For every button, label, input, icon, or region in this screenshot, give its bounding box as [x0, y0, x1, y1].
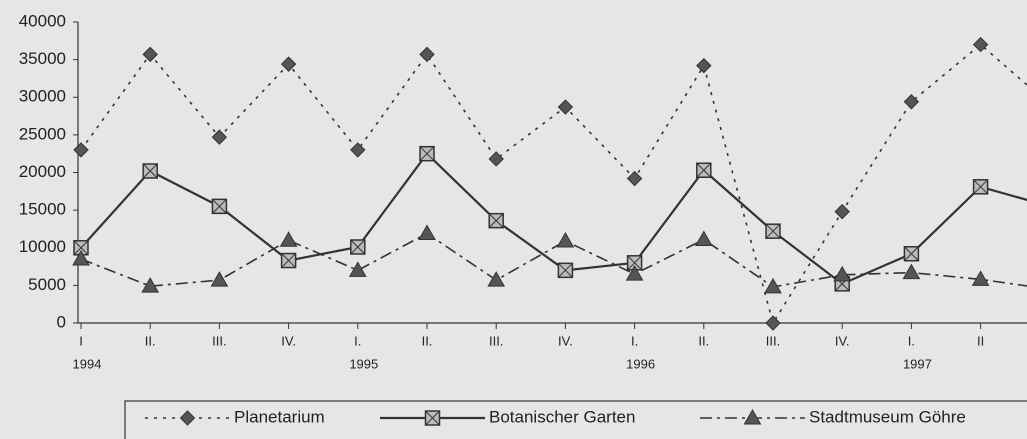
- y-tick-label: 15000: [19, 200, 66, 219]
- marker: [211, 129, 228, 145]
- legend-marker: [179, 410, 196, 426]
- marker: [142, 46, 158, 63]
- marker: [280, 56, 297, 72]
- marker: [903, 94, 920, 110]
- legend-label: Botanischer Garten: [489, 407, 635, 426]
- legend-box: [124, 400, 1027, 439]
- x-tick-label: I.: [354, 333, 361, 348]
- y-tick-label: 30000: [19, 87, 66, 106]
- x-tick-label: IV.: [558, 333, 573, 348]
- marker: [280, 252, 297, 269]
- x-tick-label: I.: [908, 333, 915, 348]
- marker: [488, 212, 504, 229]
- marker: [488, 151, 504, 167]
- marker-cross: [419, 146, 435, 162]
- marker-cross: [425, 410, 440, 426]
- marker: [972, 36, 989, 53]
- x-tick-label: IV.: [835, 333, 850, 348]
- marker: [902, 263, 921, 280]
- year-label: 1997: [903, 356, 932, 371]
- marker: [72, 250, 90, 266]
- marker: [765, 315, 781, 331]
- legend-marker: [424, 410, 441, 426]
- legend-label: Stadtmuseum Göhre: [809, 407, 966, 426]
- marker: [350, 142, 366, 158]
- marker: [557, 99, 574, 115]
- marker: [696, 57, 712, 74]
- marker: [141, 277, 160, 293]
- marker: [765, 223, 781, 239]
- marker: [142, 163, 158, 179]
- marker: [350, 239, 366, 255]
- y-tick-label: 25000: [19, 124, 66, 143]
- y-tick-label: 40000: [19, 11, 66, 30]
- marker-cross: [212, 199, 227, 214]
- marker: [626, 170, 643, 187]
- x-tick-label: II: [977, 333, 984, 348]
- year-label: 1996: [626, 356, 655, 371]
- marker-cross: [765, 223, 781, 239]
- marker-cross: [558, 262, 573, 278]
- marker: [418, 224, 436, 240]
- x-tick-label: II.: [422, 333, 433, 348]
- marker: [348, 261, 367, 277]
- marker: [210, 271, 229, 287]
- x-tick-label: III.: [489, 333, 503, 348]
- x-tick-label: III.: [212, 333, 226, 348]
- y-tick-label: 10000: [19, 237, 66, 256]
- x-tick-label: I: [79, 333, 83, 348]
- marker-cross: [73, 240, 89, 256]
- marker-cross: [696, 162, 712, 178]
- x-tick-label: IV.: [281, 333, 296, 348]
- marker: [696, 162, 712, 178]
- year-label: 1995: [349, 356, 378, 371]
- y-tick-label: 35000: [19, 49, 66, 68]
- x-tick-label: II.: [698, 333, 709, 348]
- x-tick-label: III.: [766, 333, 780, 348]
- marker: [971, 270, 990, 286]
- marker: [972, 179, 989, 195]
- marker: [694, 230, 713, 246]
- marker: [903, 246, 920, 262]
- marker: [764, 277, 782, 294]
- marker: [557, 262, 574, 279]
- marker-cross: [627, 255, 642, 271]
- marker-cross: [973, 179, 988, 195]
- legend-label: Planetarium: [234, 407, 325, 426]
- marker: [73, 142, 89, 158]
- marker: [211, 198, 228, 215]
- series-line: [80, 232, 1027, 288]
- x-tick-label: I.: [631, 333, 638, 348]
- y-tick-label: 20000: [19, 162, 66, 181]
- marker: [833, 265, 852, 282]
- y-tick-label: 5000: [28, 275, 66, 294]
- marker: [419, 145, 435, 162]
- y-tick-label: 0: [57, 312, 66, 331]
- marker-cross: [904, 246, 919, 262]
- legend-marker: [743, 408, 762, 425]
- marker: [834, 203, 850, 220]
- marker-cross: [281, 253, 296, 268]
- marker: [556, 231, 575, 248]
- x-tick-label: II.: [145, 333, 156, 348]
- series-line: [80, 152, 1027, 286]
- marker: [487, 271, 506, 287]
- year-label: 1994: [73, 356, 102, 371]
- marker-cross: [350, 239, 366, 255]
- marker: [625, 265, 644, 281]
- marker: [279, 231, 298, 247]
- marker-cross: [488, 213, 504, 229]
- marker-cross: [142, 163, 158, 179]
- marker: [419, 46, 435, 63]
